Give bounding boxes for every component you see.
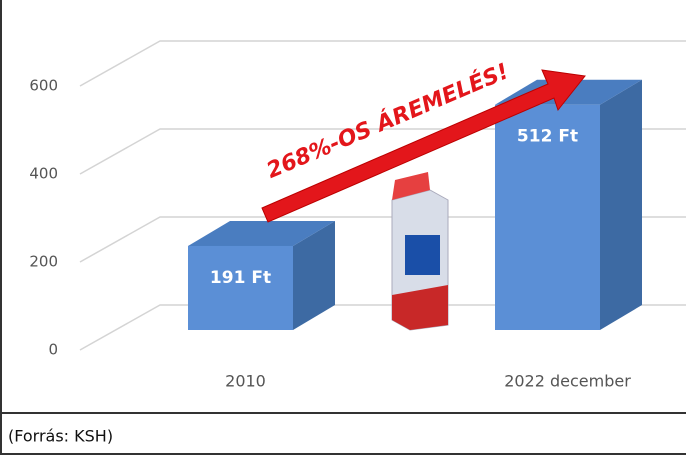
carton-label — [405, 235, 440, 275]
bar — [188, 246, 293, 330]
value-label: 191 Ft — [210, 268, 271, 288]
milk-carton — [392, 172, 448, 330]
x-tick-label: 2010 — [225, 372, 266, 391]
chart: (Forrás: KSH) 0 200 400 600 191 Ft 2010 512 Ft… — [0, 0, 686, 463]
y-tick-label: 400 — [29, 165, 58, 183]
value-label: 512 Ft — [517, 127, 578, 147]
bar-side — [600, 80, 642, 330]
y-tick-label: 0 — [48, 341, 58, 359]
y-tick-label: 600 — [29, 77, 58, 95]
source: (Forrás: KSH) — [8, 427, 113, 446]
y-tick-label: 200 — [29, 253, 58, 271]
x-tick-label: 2022 december — [504, 372, 631, 391]
